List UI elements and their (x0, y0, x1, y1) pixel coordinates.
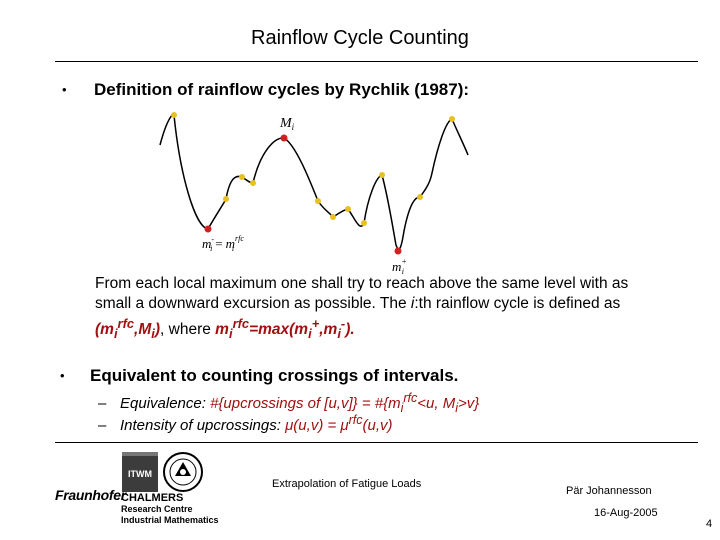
extremum-marker (239, 174, 245, 180)
chalmers-logo: CHALMERS Research Centre Industrial Math… (121, 492, 219, 526)
extremum-marker (171, 112, 177, 118)
extremum-marker (417, 194, 423, 200)
label-M-sub: i (292, 122, 295, 132)
label-M: M (279, 116, 293, 131)
title-divider (55, 61, 698, 62)
label-m-minus-sub: i (210, 244, 212, 253)
label-eq: = (215, 236, 222, 251)
label-m-minus-sup: - (211, 235, 214, 244)
label-m-plus-sup: + (401, 257, 406, 266)
bullet-marker: • (62, 82, 67, 97)
subitem-equivalence: – Equivalence: #{upcrossings of [u,v]} = … (98, 391, 480, 415)
min-mi-plus-marker (394, 247, 402, 255)
label-m-rfc-sup: rfc (235, 234, 244, 243)
fraunhofer-logo: Fraunhofer (55, 487, 126, 503)
slide-title: Rainflow Cycle Counting (251, 27, 469, 49)
extremum-marker (361, 220, 367, 226)
max-Mi-marker (280, 134, 288, 142)
footer-presentation-title: Extrapolation of Fatigue Loads (272, 478, 422, 490)
subitem-intensity: – Intensity of upcrossings: μ(u,v) = μrfc… (98, 413, 393, 434)
itwm-logo-bar (122, 452, 158, 456)
bullet-definition: Definition of rainflow cycles by Rychlik… (94, 80, 470, 99)
para-i: i (410, 295, 415, 312)
label-m-rfc-sub: i (232, 244, 234, 253)
svg-text:Mi: Mi (279, 116, 295, 132)
extremum-marker (315, 198, 321, 204)
extremum-marker (345, 206, 351, 212)
rfc-max-notation: mirfc=max(mi+,mi-). (215, 316, 355, 342)
label-m-plus: m (392, 259, 401, 274)
footer-divider (55, 442, 698, 443)
extremum-marker (250, 180, 256, 186)
rfc-cycle-notation: (mirfc,Mi) (95, 316, 161, 342)
svg-text:m+i: m+ i (392, 257, 407, 275)
min-mi-minus-marker (204, 225, 212, 233)
extremum-marker (449, 116, 455, 122)
extremum-marker (330, 214, 336, 220)
para-part3: , where (160, 321, 216, 339)
extremum-marker (379, 172, 385, 178)
bullet-marker: • (60, 368, 65, 383)
extremum-marker (223, 196, 229, 202)
footer-date: 16-Aug-2005 (594, 507, 658, 519)
para-part1: From each local maximum one shall try to… (95, 275, 629, 312)
bullet-equivalent: Equivalent to counting crossings of inte… (90, 366, 459, 385)
itwm-logo: ITWM (122, 456, 158, 492)
footer-author: Pär Johannesson (566, 485, 652, 497)
para-part2: :th rainflow cycle is defined as (414, 295, 621, 312)
rainflow-definition-paragraph: From each local maximum one shall try to… (95, 274, 635, 344)
label-m-minus: m (202, 236, 211, 251)
label-m-rfc: m (226, 236, 235, 251)
local-extrema-markers (171, 112, 455, 226)
page-number: 4 (706, 518, 713, 530)
chalmers-seal-icon (163, 452, 203, 492)
label-m-plus-sub: i (402, 267, 404, 275)
rainflow-figure: Mi m-i = mrfc i m+ i (159, 112, 469, 275)
